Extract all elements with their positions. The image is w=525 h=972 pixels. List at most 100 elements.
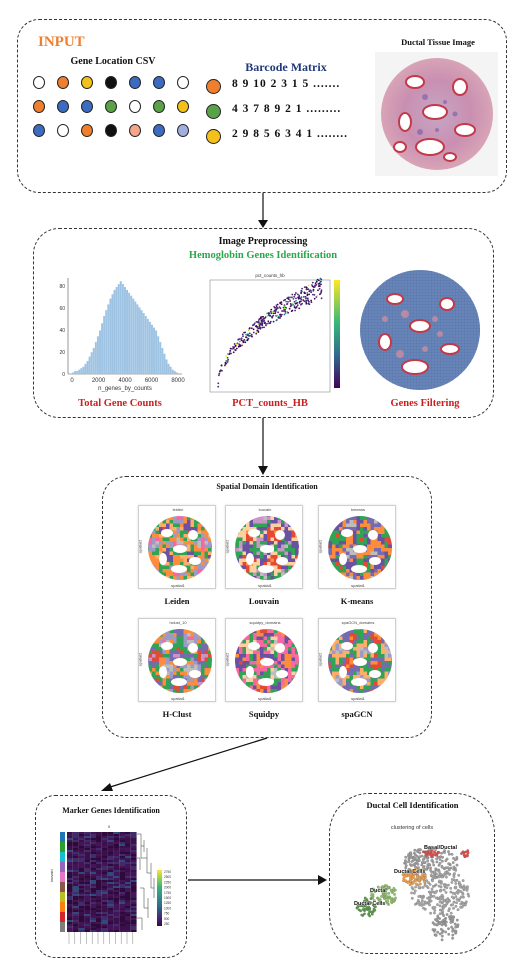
spatial-panel-leiden: leiden spatial2 spatial1 [137,505,216,589]
umap-point [422,866,425,869]
heatmap-cell [96,904,102,906]
heatmap-cell [84,892,91,894]
umap-point [392,887,396,890]
heatmap-cell [67,860,73,862]
scatter-point [314,282,317,285]
heatmap-cell [125,864,131,866]
scatter-point [269,310,272,313]
heatmap-cell [130,852,137,854]
umap-point [371,887,375,891]
heatmap-cell [130,890,137,892]
heatmap-cell [84,870,91,872]
heatmap-cell [119,846,125,848]
heatmap-cell [130,836,137,838]
umap-point [435,923,439,927]
hist-bar [140,310,143,374]
heatmap-colorbar-tick: 1250 [164,901,171,905]
umap-point [442,906,445,910]
scatter-point [245,333,247,336]
scatter-point [232,351,235,354]
heatmap-cell [113,848,120,850]
hist-bar [119,281,122,374]
scatter-point [265,324,267,327]
arrow-input-to-preprocessing [258,193,268,228]
gene-location-dot [33,76,45,89]
umap-point [454,882,458,885]
heatmap-cell [78,852,85,854]
heatmap-cell [78,874,85,876]
heatmap-cell [101,896,108,898]
scatter-point [287,301,289,303]
heatmap-cell [130,882,137,884]
umap-point [440,923,444,927]
heatmap-cell [101,838,108,840]
genes-filtering-caption: Genes Filtering [390,398,460,409]
heatmap-category-band [60,872,65,882]
scatter-point [240,339,243,342]
heatmap-cell [125,920,131,922]
heatmap-cell [113,910,120,912]
heatmap-cell [125,860,131,862]
heatmap-cell [125,900,131,902]
heatmap-cell [113,918,120,920]
heatmap-cell [107,854,114,856]
heatmap-cell [130,866,137,868]
heatmap-cell [72,930,79,932]
heatmap-cell [101,904,108,906]
arrow-preprocessing-to-spatial [258,418,268,475]
umap-point [450,925,453,929]
umap-point [419,868,423,872]
heatmap-cell [125,878,131,880]
hist-bar [109,298,112,374]
scatter-point [308,293,310,296]
umap-point [423,907,427,911]
heatmap-cell [113,838,120,840]
heatmap-cell [119,894,125,896]
hist-bar [72,372,74,374]
heatmap-cell [107,924,114,926]
heatmap-cell [125,866,131,868]
heatmap-cell [119,884,125,886]
gene-location-dot [105,124,117,137]
heatmap-cell [67,916,73,918]
heatmap-cell [107,874,114,876]
heatmap-cell [96,834,102,836]
heatmap-cell [101,856,108,858]
hist-bar [82,366,85,374]
heatmap-cell [67,840,73,842]
heatmap-cell [96,914,102,916]
scatter-point [262,317,265,320]
heatmap-cell [125,832,131,834]
gene-location-dots [33,76,203,146]
heatmap-cell [125,922,131,924]
scatter-point [312,289,315,292]
heatmap-cell [113,914,120,916]
umap-point [452,856,455,860]
umap-point [446,897,450,900]
heatmap-cell [90,844,96,846]
umap-point [449,886,453,890]
umap-point [384,887,387,890]
scatter-point [235,347,238,350]
umap-point [407,853,410,856]
umap-point [433,909,437,912]
hist-xlabel: n_genes_by_counts [98,386,152,392]
heatmap-category-band [60,902,65,912]
scatter-point [306,292,309,294]
spatial-method-label: Leiden [164,596,190,606]
scatter-point [257,321,260,324]
heatmap-cell [67,890,73,892]
heatmap-cell [78,854,85,856]
gene-location-dot [177,124,189,137]
gene-location-dot [177,76,189,89]
heatmap-cell [119,890,125,892]
heatmap-cell [130,854,137,856]
umap-point [443,918,447,921]
gene-location-dot [57,124,69,137]
hist-y-tick: 0 [62,372,65,378]
scatter-point [291,293,294,296]
heatmap-cell [72,836,79,838]
scatter-point [267,312,270,315]
umap-point [418,882,422,886]
scatter-point [250,327,253,330]
